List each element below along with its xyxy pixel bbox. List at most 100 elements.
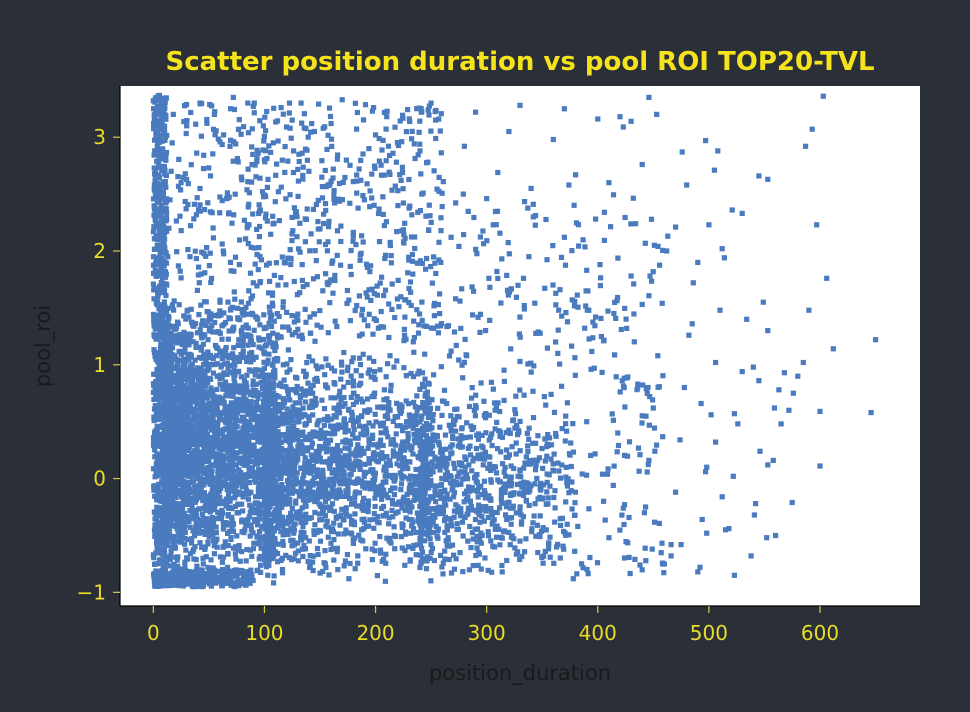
data-point <box>175 527 181 533</box>
data-point <box>323 441 329 447</box>
data-point <box>175 442 181 448</box>
data-point <box>335 461 341 467</box>
data-point <box>228 410 234 416</box>
data-point <box>217 414 223 420</box>
data-point <box>295 450 301 456</box>
data-point <box>177 472 183 478</box>
data-point <box>175 415 181 421</box>
data-point <box>301 513 307 520</box>
data-point <box>203 353 209 359</box>
data-point <box>210 475 216 481</box>
data-point <box>151 203 157 209</box>
data-point <box>409 504 415 510</box>
data-point <box>245 356 251 362</box>
data-point <box>187 439 193 445</box>
data-point <box>152 522 158 528</box>
data-point <box>189 508 195 514</box>
data-point <box>243 304 249 310</box>
data-point <box>229 353 235 359</box>
data-point <box>190 367 196 374</box>
data-point <box>156 160 162 167</box>
data-point <box>200 440 206 446</box>
data-point <box>152 474 158 480</box>
data-point <box>389 497 395 504</box>
data-point <box>178 351 184 357</box>
data-point <box>176 348 183 354</box>
data-point <box>428 578 434 584</box>
data-point <box>194 395 200 401</box>
data-point <box>270 475 276 481</box>
data-point <box>399 545 405 551</box>
data-point <box>254 417 260 423</box>
data-point <box>353 458 359 464</box>
data-point <box>227 496 233 502</box>
data-point <box>265 499 271 505</box>
data-point <box>231 345 237 351</box>
data-point <box>276 435 282 441</box>
data-point <box>401 499 407 506</box>
data-point <box>329 425 336 431</box>
data-point <box>160 146 166 152</box>
data-point <box>245 300 251 306</box>
data-point <box>264 361 270 367</box>
data-point <box>154 143 160 149</box>
data-point <box>151 117 158 123</box>
data-point <box>155 206 161 212</box>
data-point <box>243 426 249 432</box>
data-point <box>181 356 187 362</box>
data-point <box>360 351 366 357</box>
data-point <box>162 383 168 390</box>
data-point <box>413 412 419 418</box>
data-point <box>200 498 206 504</box>
data-point <box>264 505 270 511</box>
data-point <box>157 187 163 193</box>
data-point <box>215 515 221 522</box>
data-point <box>336 393 342 399</box>
data-point <box>231 376 237 382</box>
data-point <box>186 338 192 344</box>
data-point <box>182 562 188 569</box>
data-point <box>241 392 247 398</box>
data-point <box>292 521 298 527</box>
data-point <box>179 425 185 431</box>
data-point <box>200 451 206 457</box>
data-point <box>417 386 423 392</box>
data-point <box>242 527 248 533</box>
data-point <box>222 426 229 432</box>
data-point <box>261 486 268 492</box>
data-point <box>197 458 203 464</box>
data-point <box>277 494 283 500</box>
data-point <box>259 447 265 453</box>
data-point <box>381 513 387 519</box>
data-point <box>216 460 222 466</box>
data-point <box>212 409 218 415</box>
data-point <box>152 333 158 339</box>
data-point <box>196 525 202 532</box>
data-point <box>305 497 311 503</box>
data-point <box>197 383 204 389</box>
data-point <box>248 411 254 418</box>
data-point <box>242 519 248 525</box>
data-point <box>382 473 388 479</box>
data-point <box>182 413 188 420</box>
data-point <box>368 374 374 380</box>
data-point <box>198 365 204 372</box>
data-point <box>403 424 409 430</box>
data-point <box>210 356 216 362</box>
data-point <box>193 524 199 530</box>
data-point <box>178 487 184 493</box>
data-point <box>210 521 217 527</box>
data-point <box>269 434 275 440</box>
data-point <box>229 517 235 523</box>
data-point <box>285 347 291 353</box>
data-point <box>268 340 274 346</box>
data-point <box>198 302 204 308</box>
data-point <box>320 467 326 473</box>
data-point <box>198 488 204 494</box>
data-point <box>231 359 237 365</box>
data-point <box>264 416 271 422</box>
data-point <box>245 462 251 469</box>
data-point <box>378 550 384 556</box>
data-point <box>306 405 312 411</box>
data-point <box>167 563 173 569</box>
